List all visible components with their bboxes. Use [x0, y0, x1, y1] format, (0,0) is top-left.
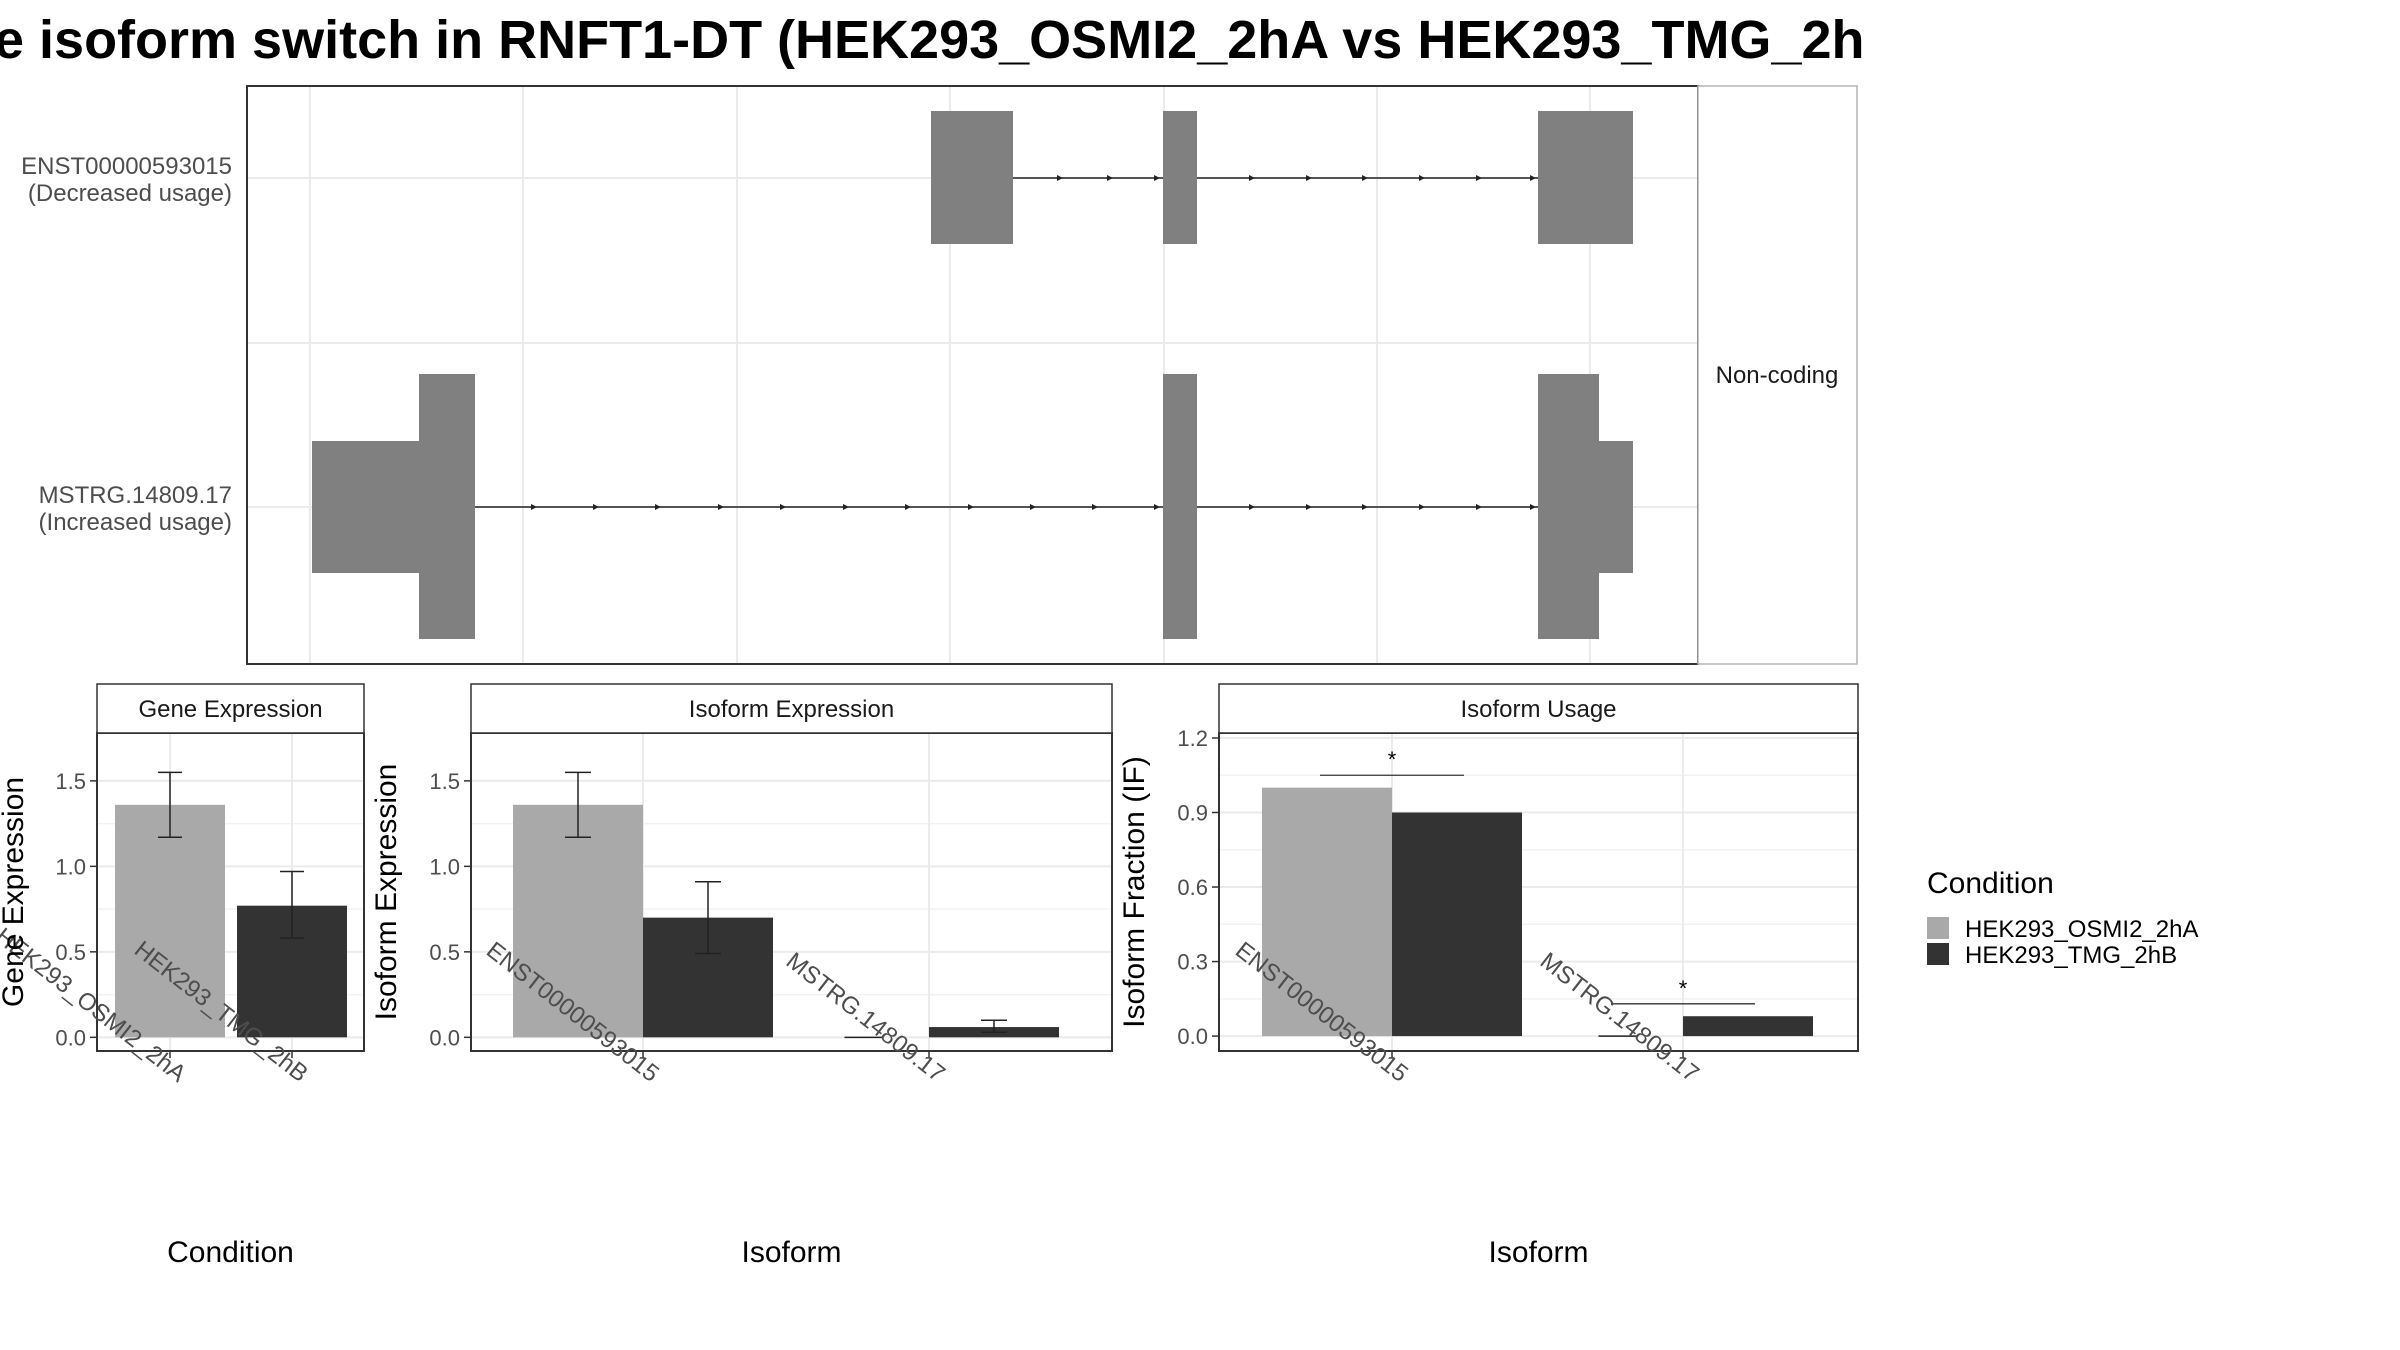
exon-block [1163, 374, 1197, 639]
panel-strip-title: Gene Expression [138, 696, 322, 723]
intron-direction-arrow [655, 504, 661, 510]
exon-block [1597, 441, 1633, 573]
panel-strip [96, 683, 365, 734]
y-tick-label: 0.5 [55, 940, 86, 965]
exon-block [1538, 374, 1599, 639]
panel-strip-title: Isoform Expression [689, 696, 894, 723]
bar [1392, 812, 1522, 1037]
intron-direction-arrow [718, 504, 724, 510]
significance-marker: * [1679, 976, 1688, 1001]
intron-direction-arrow [1362, 175, 1368, 181]
structure-strip [1697, 85, 1858, 665]
intron-direction-arrow [1030, 504, 1036, 510]
legend-title: Condition [1927, 867, 2054, 900]
y-tick-label: 0.0 [55, 1025, 86, 1050]
intron-direction-arrow [780, 504, 786, 510]
transcript-usage-label: (Decreased usage) [28, 180, 232, 207]
intron-direction-arrow [1306, 504, 1312, 510]
significance-marker: * [1388, 747, 1397, 772]
y-tick-label: 1.2 [1177, 726, 1208, 751]
legend-swatch [1927, 917, 1949, 939]
intron-direction-arrow [593, 504, 599, 510]
panel-strip-title: Isoform Usage [1460, 696, 1616, 723]
bar-panel-3: 0.00.30.60.91.2**Isoform UsageENST000005… [1118, 683, 1859, 1269]
exon-block [312, 441, 420, 573]
intron-direction-arrow [531, 504, 537, 510]
intron-direction-arrow [1530, 504, 1536, 510]
intron-direction-arrow [1476, 175, 1482, 181]
y-tick-label: 0.0 [429, 1025, 460, 1050]
exon-block [419, 374, 475, 639]
structure-strip-label: Non-coding [1716, 362, 1839, 389]
intron-direction-arrow [1419, 175, 1425, 181]
y-axis-title: Isoform Fraction (IF) [1118, 756, 1151, 1028]
bar [1683, 1016, 1813, 1037]
intron-direction-arrow [1476, 504, 1482, 510]
intron-direction-arrow [1154, 175, 1160, 181]
intron-direction-arrow [905, 504, 911, 510]
x-axis-title: Condition [167, 1236, 294, 1269]
y-tick-label: 0.3 [1177, 950, 1208, 975]
x-axis-title: Isoform [741, 1236, 841, 1269]
bar [1262, 787, 1392, 1037]
y-tick-label: 0.5 [429, 940, 460, 965]
y-tick-label: 1.5 [55, 769, 86, 794]
exon-block [1538, 111, 1633, 244]
intron-direction-arrow [1057, 175, 1063, 181]
panel-strip [1218, 683, 1859, 734]
exon-block [1163, 111, 1197, 244]
x-axis-title: Isoform [1488, 1236, 1588, 1269]
y-tick-label: 1.0 [429, 854, 460, 879]
y-tick-label: 0.6 [1177, 875, 1208, 900]
y-axis-title: Isoform Expression [370, 764, 403, 1021]
y-tick-label: 1.5 [429, 769, 460, 794]
transcript-usage-label: (Increased usage) [39, 509, 232, 536]
intron-direction-arrow [1249, 504, 1255, 510]
intron-direction-arrow [968, 504, 974, 510]
transcript-structure-panel: Non-coding ENST00000593015(Decreased usag… [21, 85, 1858, 665]
panel-strip [470, 683, 1113, 734]
intron-direction-arrow [1362, 504, 1368, 510]
y-tick-label: 0.9 [1177, 801, 1208, 826]
intron-direction-arrow [1530, 175, 1536, 181]
y-axis-title: Gene Expression [0, 777, 30, 1007]
intron-direction-arrow [1306, 175, 1312, 181]
legend-label: HEK293_TMG_2hB [1965, 942, 2177, 969]
intron-direction-arrow [843, 504, 849, 510]
figure-title: e isoform switch in RNFT1-DT (HEK293_OSM… [0, 10, 1865, 70]
intron-direction-arrow [1249, 175, 1255, 181]
intron-direction-arrow [1107, 175, 1113, 181]
legend-swatch [1927, 943, 1949, 965]
transcript-id-label: ENST00000593015 [21, 153, 232, 180]
exon-block [931, 111, 1013, 244]
transcript-id-label: MSTRG.14809.17 [39, 482, 232, 509]
bar [513, 804, 643, 1038]
intron-direction-arrow [1092, 504, 1098, 510]
y-tick-label: 1.0 [55, 854, 86, 879]
bar [115, 804, 225, 1038]
legend-label: HEK293_OSMI2_2hA [1965, 916, 2198, 943]
y-tick-label: 0.0 [1177, 1024, 1208, 1049]
intron-direction-arrow [1154, 504, 1160, 510]
intron-direction-arrow [1419, 504, 1425, 510]
